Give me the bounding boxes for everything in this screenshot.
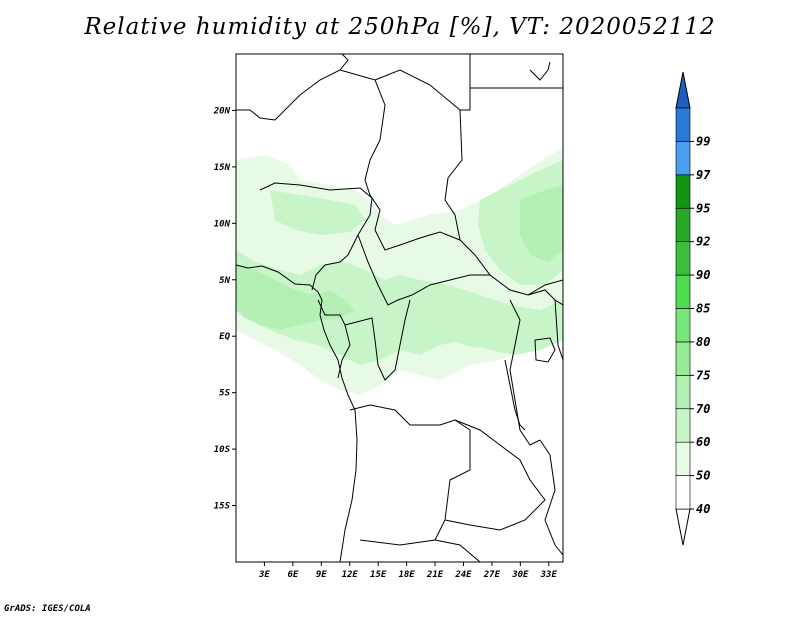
lon-tick-label: 21E	[426, 570, 444, 580]
border-congo	[344, 299, 411, 381]
colorbar-swatch	[675, 475, 691, 510]
colorbar-swatch	[675, 241, 691, 276]
colorbar-top-arrow	[675, 71, 691, 109]
colorbar-label: 80	[696, 335, 710, 349]
colorbar-label: 40	[696, 502, 710, 516]
lake-tanganyika	[504, 359, 526, 431]
colorbar-bottom-arrow	[675, 508, 691, 546]
coastline-west	[236, 264, 358, 562]
border-car	[374, 229, 461, 251]
lon-tick-label: 15E	[370, 570, 387, 580]
lon-tick-label: 6E	[287, 570, 298, 580]
rh-region-congo	[415, 290, 505, 348]
lat-tick-label: EQ	[219, 332, 230, 342]
colorbar-label: 97	[696, 168, 711, 182]
border-north-1	[339, 54, 471, 111]
border-zambia	[444, 419, 546, 531]
colorbar-label: 99	[696, 134, 710, 148]
lake-victoria	[534, 337, 556, 363]
border-drc-east	[509, 299, 541, 446]
colorbar-swatch	[675, 341, 691, 376]
colorbar-swatch	[675, 207, 691, 242]
lon-tick-label: 30E	[511, 570, 529, 580]
credit-text: GrADS: IGES/COLA	[4, 604, 91, 614]
border-kenya	[554, 299, 563, 361]
border-angola	[349, 404, 471, 546]
lon-tick-label: 9E	[316, 570, 327, 580]
colorbar-swatch	[675, 274, 691, 309]
border-uganda	[527, 289, 563, 306]
border-nigeria	[259, 182, 373, 291]
colorbar-label: 70	[696, 402, 710, 416]
colorbar-label: 92	[696, 235, 710, 249]
colorbar-swatch	[675, 441, 691, 476]
red-sea-coast	[529, 61, 551, 81]
lon-tick-label: 18E	[398, 570, 415, 580]
lon-axis: 3E 6E 9E 12E 15E 18E 21E 24E 27E 30E 33E	[258, 562, 557, 580]
colorbar-label: 50	[696, 469, 710, 483]
rh-region-sahel	[270, 190, 365, 235]
border-niger-chad	[364, 79, 386, 231]
lon-tick-label: 3E	[258, 570, 270, 580]
lon-tick-label: 12E	[342, 570, 359, 580]
colorbar-swatch	[675, 408, 691, 443]
colorbar-swatch	[675, 308, 691, 343]
lon-tick-label: 33E	[540, 570, 558, 580]
lat-tick-label: 5N	[219, 276, 230, 286]
map-frame	[235, 53, 564, 563]
border-chad-sudan	[444, 109, 563, 296]
border-sahara	[236, 54, 349, 121]
lat-tick-label: 5S	[219, 389, 230, 399]
rh-region-high	[236, 265, 355, 330]
colorbar-label: 75	[696, 368, 710, 382]
lat-axis: 20N 15N 10N 5N EQ 5S 10S 15S	[213, 106, 236, 512]
border-south	[434, 539, 481, 562]
colorbar-label: 95	[696, 201, 710, 215]
border-tanzania	[539, 439, 563, 556]
country-borders	[236, 54, 563, 562]
colorbar-swatch	[675, 375, 691, 410]
lat-tick-label: 15N	[214, 163, 231, 173]
colorbar-label: 90	[696, 268, 710, 282]
colorbar-swatch	[675, 174, 691, 209]
map-title: Relative humidity at 250hPa [%], VT: 202…	[84, 14, 716, 40]
lat-tick-label: 10S	[214, 445, 231, 455]
colorbar-label: 60	[696, 435, 710, 449]
colorbar-swatch	[675, 107, 691, 142]
lon-tick-label: 27E	[483, 570, 501, 580]
colorbar-swatch	[675, 141, 691, 176]
colorbar-legend: 40 50 60 70 75 80 85 90 92 95 97 99	[675, 71, 711, 546]
colorbar-label: 85	[696, 302, 710, 316]
border-cameroon	[357, 234, 490, 306]
humidity-field	[236, 148, 563, 395]
rh-region-east-inner	[520, 185, 563, 262]
lon-tick-label: 24E	[454, 570, 472, 580]
lat-tick-label: 15S	[214, 502, 231, 512]
lat-tick-label: 10N	[214, 219, 231, 229]
lat-tick-label: 20N	[213, 106, 231, 116]
